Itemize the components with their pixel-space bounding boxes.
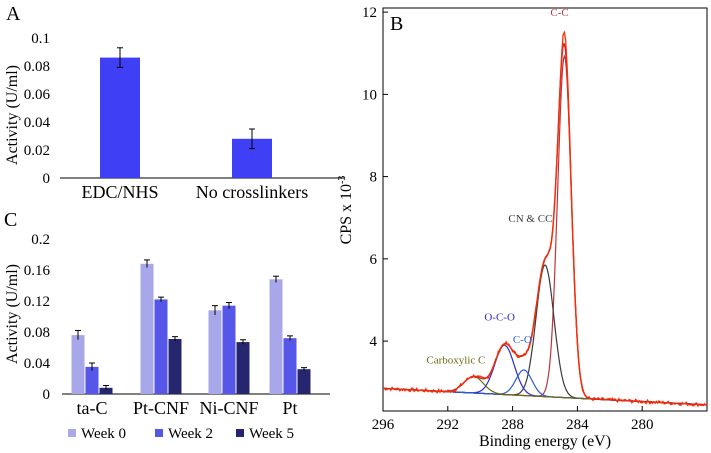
panel-a-y-tick-label: 0.1 <box>31 31 50 47</box>
panel-b-xps-spectrum: B 296 292 288 284 280 4 6 8 10 12 C-C CN & CC O-C-O… <box>337 5 708 450</box>
panel-c-y-tick-label: 0.16 <box>24 263 51 279</box>
panel-c-category-label: Ni-CNF <box>199 398 258 418</box>
panel-c-legend-label: Week 5 <box>249 426 294 442</box>
panel-c-legend-swatch <box>236 429 244 437</box>
panel-a-y-tick-label: 0.02 <box>24 143 50 159</box>
panel-c-legend: Week 0 Week 2 Week 5 <box>68 426 294 442</box>
panel-c-y-tick-label: 0.08 <box>24 325 50 341</box>
panel-a-y-tick-label: 0.06 <box>24 87 51 103</box>
panel-c-bar <box>208 310 222 394</box>
panel-c-bar <box>222 305 236 394</box>
panel-b-y-tick-label: 4 <box>370 334 378 350</box>
panel-c-bar <box>236 342 250 394</box>
panel-a-bars <box>100 47 272 178</box>
panel-b-measured-spectrum <box>382 30 708 408</box>
panel-c-category-label: Pt <box>282 398 297 418</box>
panel-c-bar <box>297 369 311 394</box>
panel-b-x-tick-label: 284 <box>566 417 589 433</box>
panel-b-x-axis-label: Binding energy (eV) <box>479 433 611 450</box>
panel-c-legend-label: Week 2 <box>168 426 213 442</box>
panel-c-category-label: ta-C <box>77 398 108 418</box>
panel-a-category-label: EDC/NHS <box>81 182 158 202</box>
panel-b-y-tick-label: 12 <box>362 5 377 21</box>
panel-c-y-axis-label: Activity (U/ml) <box>4 264 21 364</box>
panel-b-y-axis-label: CPS x 10-3 <box>337 176 355 245</box>
panel-b-x-tick-label: 288 <box>501 417 524 433</box>
panel-c-letter: C <box>4 209 17 231</box>
panel-b-annotation-cc: C-C <box>550 7 568 19</box>
panel-b-plot-frame <box>382 7 708 412</box>
panel-b-y-axis-label-exponent: -3 <box>337 176 348 184</box>
panel-c-y-tick-label: 0.04 <box>24 356 51 372</box>
panel-c-y-tick-label: 0.2 <box>31 232 50 248</box>
panel-c-y-tick-label: 0 <box>43 387 51 403</box>
panel-b-annotation-carboxylic: Carboxylic C <box>426 355 485 367</box>
panel-c-bar-chart: C 0 0.04 0.08 0.12 0.16 0.2 ta-C Pt-CNF Ni-CNF Pt… <box>4 209 330 442</box>
panel-b-x-tick-label: 296 <box>372 417 395 433</box>
panel-a-bar <box>100 57 140 178</box>
panel-c-bar <box>269 279 283 394</box>
panel-b-annotation-co: C-O <box>513 334 532 346</box>
panel-c-bar <box>85 366 99 394</box>
panel-c-legend-swatch <box>68 429 76 437</box>
panel-c-bar <box>140 263 154 394</box>
panel-b-letter: B <box>390 13 403 35</box>
panel-b-annotation-cn-cc: CN & CC <box>508 213 552 225</box>
panel-c-bar <box>168 338 182 394</box>
panel-b-cn-cc-component-curve <box>383 264 707 406</box>
panel-b-annotations: C-C CN & CC O-C-O C-O Carboxylic C <box>426 7 568 366</box>
panel-b-curves <box>382 30 708 408</box>
panel-b-axes: 296 292 288 284 280 4 6 8 10 12 <box>362 5 653 433</box>
panel-b-cc-component-curve <box>383 54 707 406</box>
panel-c-legend-swatch <box>155 429 163 437</box>
panel-a-category-label: No crosslinkers <box>196 182 308 202</box>
panel-b-y-tick-label: 8 <box>370 170 378 186</box>
panel-a-y-tick-label: 0 <box>43 171 51 187</box>
panel-a-y-tick-label: 0.08 <box>24 59 50 75</box>
panel-b-annotation-oco: O-C-O <box>484 312 515 324</box>
panel-c-bar <box>99 387 113 394</box>
panel-c-bars <box>71 259 311 394</box>
panel-c-bar <box>283 338 297 394</box>
panel-a-bar-chart: A 0 0.02 0.04 0.06 0.08 0.1 EDC/NHS No crosslin… <box>4 3 345 202</box>
panel-a-y-axis-label: Activity (U/ml) <box>4 65 21 165</box>
panel-b-y-tick-label: 6 <box>370 252 378 268</box>
panel-b-co-component-curve <box>383 369 707 406</box>
panel-c-y-tick-label: 0.12 <box>24 294 50 310</box>
panel-c-bar <box>154 299 168 394</box>
panel-b-y-tick-label: 10 <box>362 87 377 103</box>
panel-c-category-label: Pt-CNF <box>133 398 189 418</box>
panel-c-bar <box>71 335 85 394</box>
panel-b-x-tick-label: 280 <box>631 417 654 433</box>
panel-a-axes: 0 0.02 0.04 0.06 0.08 0.1 EDC/NHS No crosslinke… <box>24 31 345 202</box>
panel-c-legend-label: Week 0 <box>81 426 126 442</box>
panel-a-y-tick-label: 0.04 <box>24 115 51 131</box>
panel-b-x-tick-label: 292 <box>437 417 460 433</box>
panel-a-letter: A <box>6 3 21 25</box>
